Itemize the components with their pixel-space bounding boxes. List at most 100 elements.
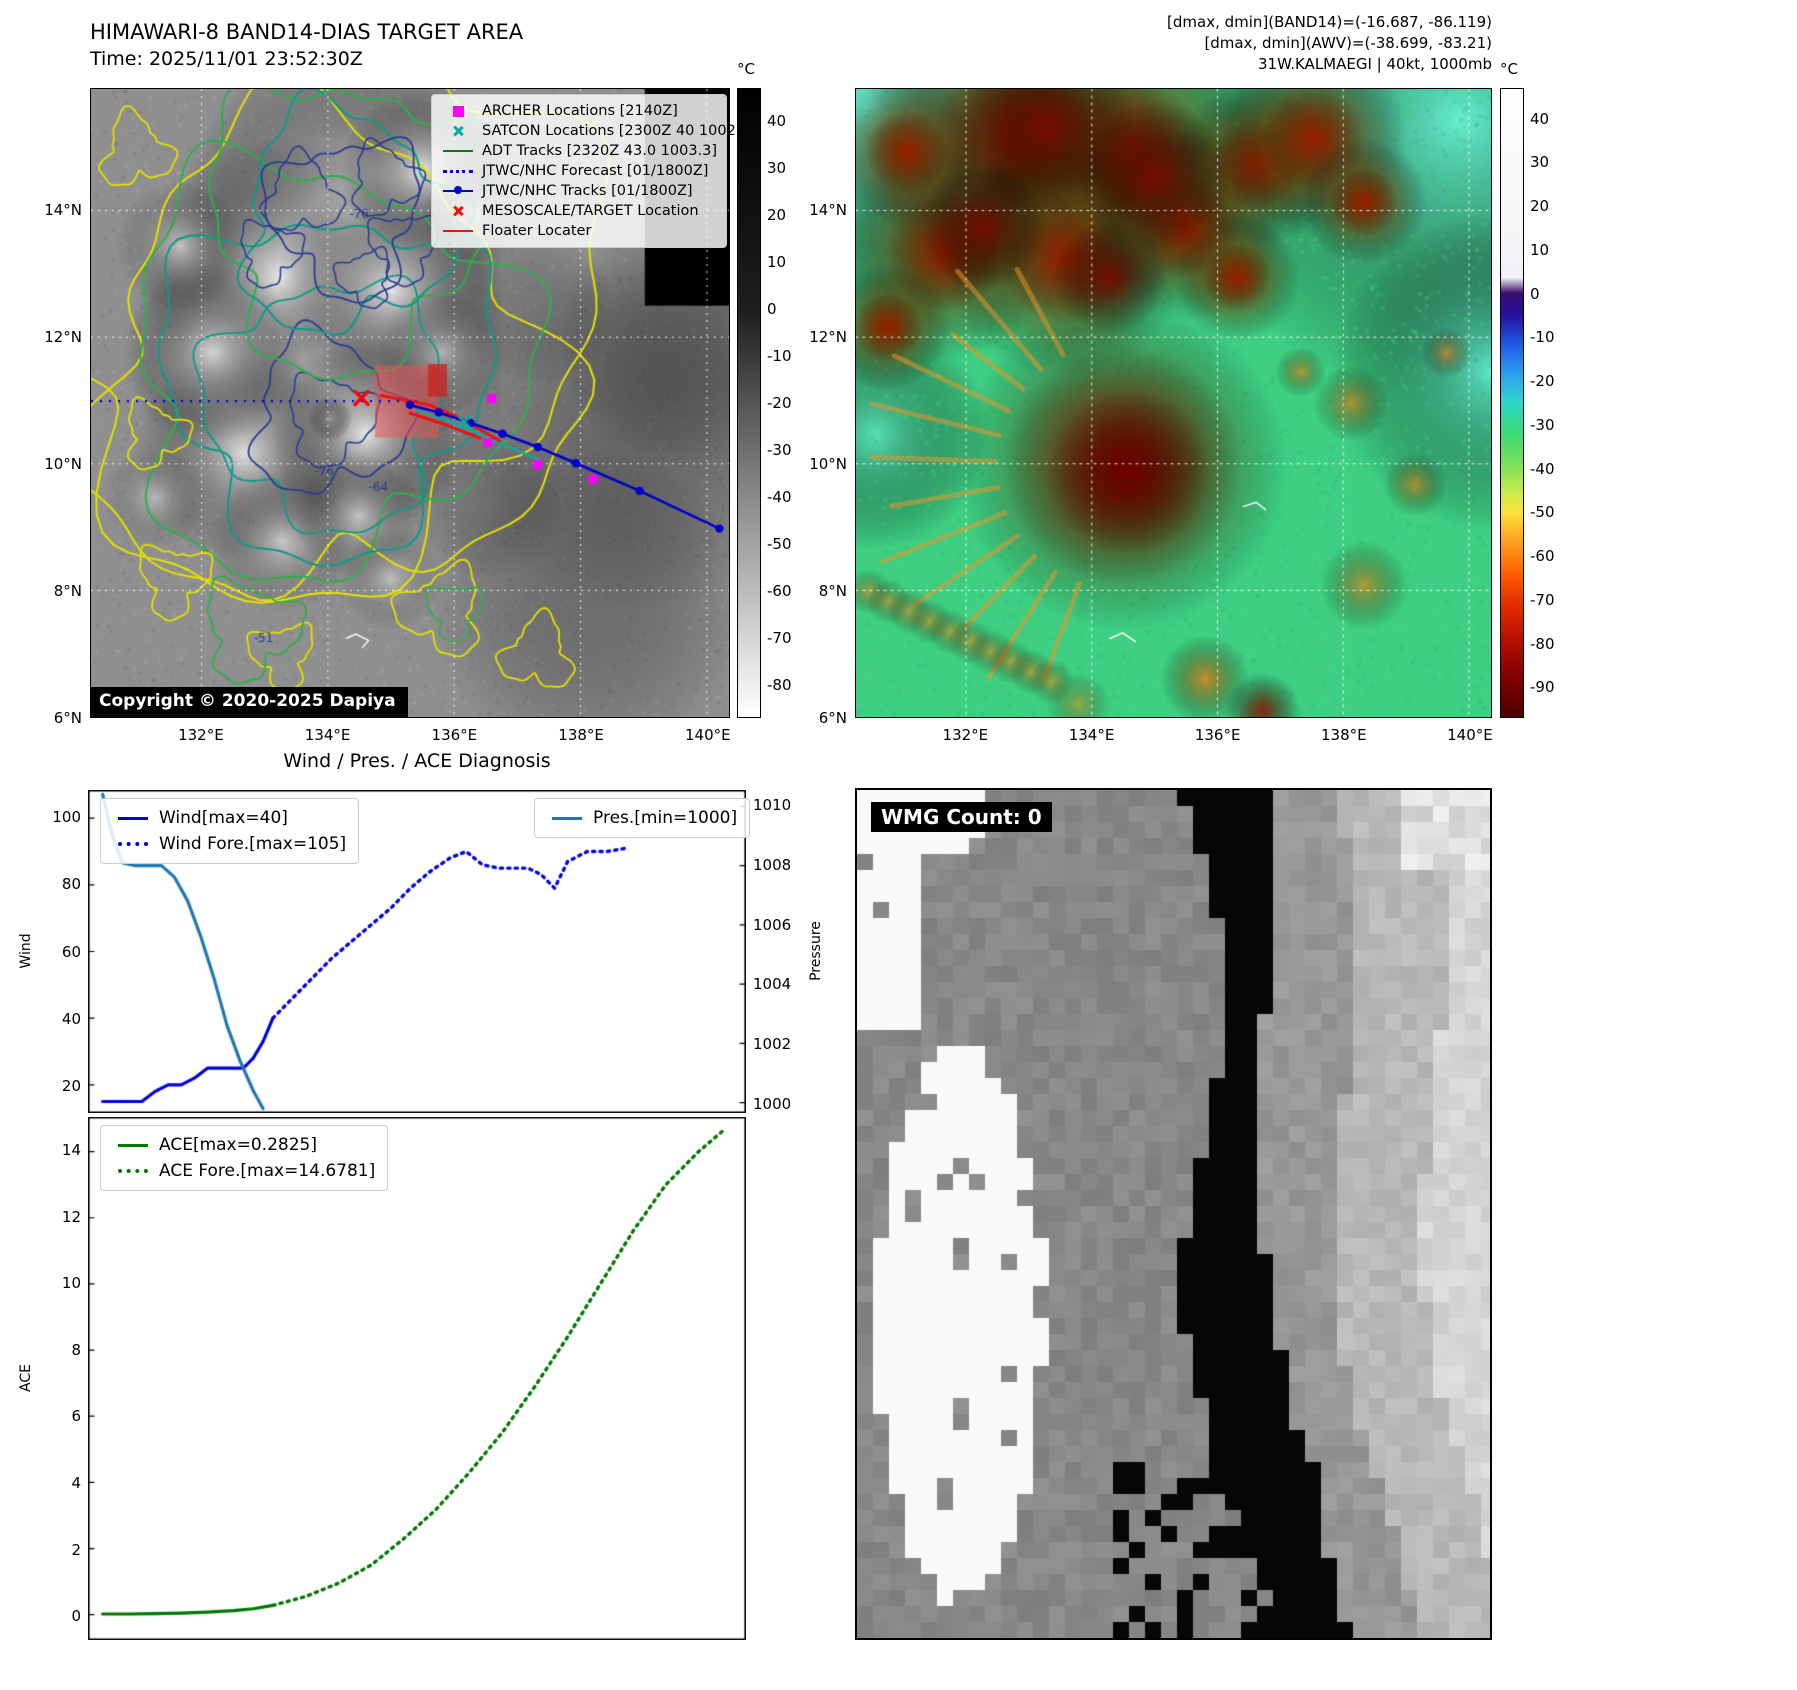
ace-legend: ACE[max=0.2825] ACE Fore.[max=14.6781]: [100, 1125, 389, 1191]
dmax-awv-label: [dmax, dmin](AWV)=(-38.699, -83.21): [1204, 34, 1492, 52]
floater-line-icon: [440, 230, 476, 232]
axis-tick-label: 40: [61, 1009, 81, 1028]
adt-line-icon: [440, 150, 476, 152]
band14-legend: ARCHER Locations [2140Z] SATCON Location…: [431, 94, 741, 248]
axis-tick-label: 8°N: [53, 581, 82, 600]
axis-tick-label: 6: [71, 1407, 81, 1426]
axis-tick-label: -20: [1530, 372, 1555, 391]
header-left: HIMAWARI-8 BAND14-DIAS TARGET AREA Time:…: [90, 18, 523, 72]
storm-id-label: 31W.KALMAEGI | 40kt, 1000mb: [1258, 55, 1492, 73]
axis-tick-label: -90: [1530, 678, 1555, 697]
dmax-band14-label: [dmax, dmin](BAND14)=(-16.687, -86.119): [1167, 13, 1492, 31]
pressure-legend: Pres.[min=1000]: [534, 798, 751, 838]
awv-colorbar: [1500, 88, 1524, 718]
axis-tick-label: 138°E: [1320, 726, 1367, 744]
copyright-label: Copyright © 2020-2025 Dapiya: [91, 687, 408, 717]
axis-tick-label: 1004: [753, 975, 792, 994]
axis-tick-label: 6°N: [818, 709, 847, 727]
ace-forecast-line-icon: [113, 1169, 153, 1173]
forecast-dotted-line-icon: [440, 169, 476, 173]
legend-label: SATCON Locations [2300Z 40 1002]: [482, 123, 742, 139]
wind-line-icon: [113, 816, 153, 820]
wmg-count-label: WMG Count: 0: [871, 802, 1052, 832]
legend-label: ACE[max=0.2825]: [159, 1135, 317, 1155]
axis-tick-label: 30: [767, 158, 787, 177]
axis-tick-label: 1006: [753, 915, 792, 934]
axis-tick-label: 136°E: [431, 726, 478, 744]
band14-colorbar-unit: °C: [737, 60, 755, 78]
legend-label: Pres.[min=1000]: [593, 808, 738, 828]
axis-tick-label: 136°E: [1194, 726, 1241, 744]
satcon-x-icon: [440, 125, 476, 137]
axis-tick-label: 1000: [753, 1095, 792, 1114]
jtwc-track-line-icon: [440, 186, 476, 195]
axis-tick-label: 134°E: [1068, 726, 1115, 744]
axis-tick-label: -30: [767, 441, 792, 459]
axis-tick-label: -70: [1530, 590, 1555, 609]
legend-label: MESOSCALE/TARGET Location: [482, 203, 699, 219]
band14-colorbar: [737, 88, 761, 718]
legend-label: ACE Fore.[max=14.6781]: [159, 1161, 376, 1181]
legend-label: Floater Locater: [482, 223, 592, 239]
axis-tick-label: 0: [71, 1607, 81, 1626]
axis-tick-label: 1002: [753, 1035, 792, 1054]
axis-tick-label: -70: [767, 629, 792, 648]
legend-item-target: MESOSCALE/TARGET Location: [440, 201, 718, 221]
wind-legend: Wind[max=40] Wind Fore.[max=105]: [100, 798, 360, 864]
axis-tick-label: -10: [767, 346, 792, 365]
axis-tick-label: -20: [767, 394, 792, 412]
axis-tick-label: 8°N: [818, 581, 847, 600]
legend-label: JTWC/NHC Forecast [01/1800Z]: [482, 163, 709, 179]
pressure-line-icon: [547, 816, 587, 820]
legend-item-floater: Floater Locater: [440, 221, 718, 241]
timestamp-label: Time: 2025/11/01 23:52:30Z: [90, 48, 363, 70]
wmg-microwave-image: [857, 790, 1490, 1638]
axis-tick-label: 20: [767, 205, 787, 224]
wmg-panel: WMG Count: 0: [855, 788, 1492, 1640]
axis-tick-label: -50: [1530, 503, 1555, 522]
axis-tick-label: 1010: [753, 795, 792, 814]
axis-tick-label: -80: [1530, 634, 1555, 653]
axis-tick-label: -60: [1530, 547, 1555, 566]
axis-tick-label: 10: [61, 1274, 81, 1293]
axis-tick-label: 40: [767, 111, 787, 130]
axis-tick-label: 0: [1530, 284, 1540, 303]
axis-tick-label: 14°N: [44, 200, 82, 219]
axis-tick-label: 10: [1530, 240, 1550, 259]
axis-tick-label: -10: [1530, 328, 1555, 347]
wind-axis-label: Wind: [18, 933, 34, 969]
axis-tick-label: 80: [61, 875, 81, 894]
legend-item-jtwc: JTWC/NHC Tracks [01/1800Z]: [440, 181, 718, 201]
ace-chart: [88, 1117, 746, 1640]
axis-tick-label: 132°E: [942, 726, 989, 744]
axis-tick-label: 20: [61, 1077, 81, 1096]
axis-tick-label: 132°E: [178, 726, 224, 744]
axis-tick-label: 12°N: [809, 327, 847, 346]
axis-tick-label: 138°E: [558, 726, 604, 744]
awv-satellite-image: [856, 89, 1491, 717]
diagnosis-title: Wind / Pres. / ACE Diagnosis: [283, 750, 551, 772]
axis-tick-label: 8: [71, 1340, 81, 1359]
axis-tick-label: -60: [767, 582, 792, 601]
axis-tick-label: 4: [71, 1473, 81, 1492]
legend-label: ARCHER Locations [2140Z]: [482, 103, 678, 119]
legend-label: Wind[max=40]: [159, 808, 288, 828]
pressure-axis-label: Pressure: [808, 921, 824, 981]
awv-map-panel: [855, 88, 1492, 718]
axis-tick-label: 60: [61, 942, 81, 961]
legend-item-wind: Wind[max=40]: [113, 805, 346, 831]
ace-line-icon: [113, 1143, 153, 1147]
axis-tick-label: 40: [1530, 109, 1550, 128]
axis-tick-label: 14: [61, 1141, 81, 1160]
axis-tick-label: -40: [767, 488, 792, 507]
axis-tick-label: 134°E: [304, 726, 351, 744]
axis-tick-label: 100: [52, 807, 81, 826]
axis-tick-label: 10°N: [44, 454, 82, 473]
legend-label: JTWC/NHC Tracks [01/1800Z]: [482, 183, 693, 199]
target-x-icon: [440, 205, 476, 217]
ace-axis-label: ACE: [18, 1364, 34, 1392]
axis-tick-label: 10: [767, 252, 787, 271]
axis-tick-label: 14°N: [809, 200, 847, 219]
legend-item-satcon: SATCON Locations [2300Z 40 1002]: [440, 121, 741, 141]
